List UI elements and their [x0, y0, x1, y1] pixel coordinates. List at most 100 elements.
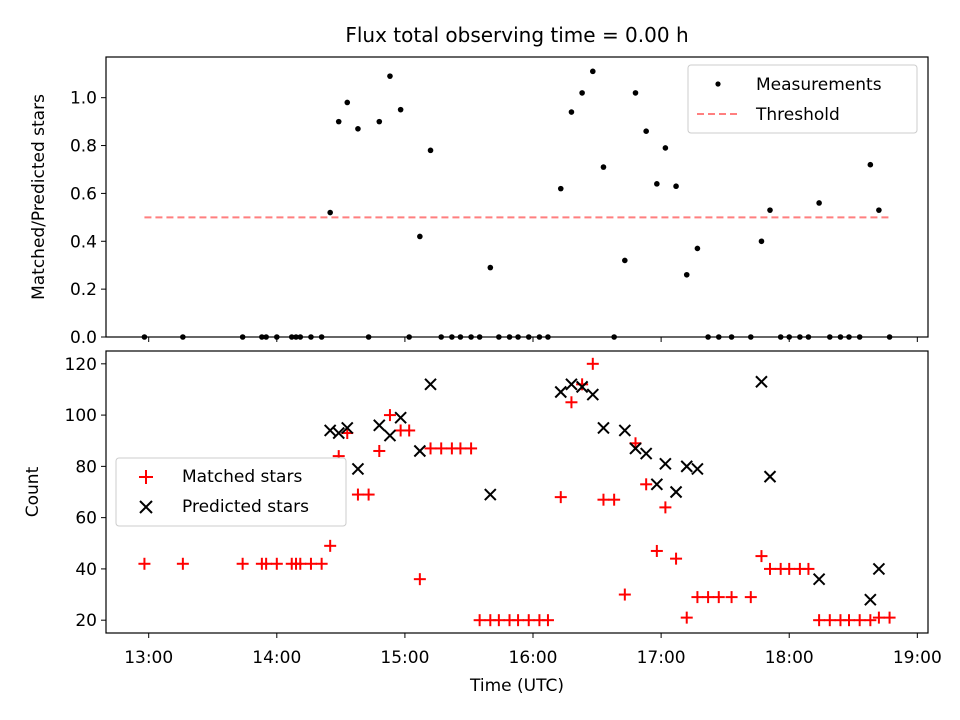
- measurements-point: [318, 334, 325, 340]
- measurements-point: [397, 106, 404, 113]
- measurements-point: [515, 334, 521, 340]
- matched-stars-point: [351, 488, 364, 501]
- top-legend-frame: [687, 64, 918, 134]
- matched-stars-point: [618, 588, 631, 601]
- predicted-stars-point: [691, 462, 704, 476]
- matched-stars-point: [383, 409, 396, 422]
- matched-stars-point: [413, 573, 426, 586]
- predicted-stars-point: [394, 411, 407, 424]
- bottom-y-axis-label: Count: [23, 466, 43, 517]
- measurements-point: [344, 99, 351, 106]
- measurements-point: [476, 334, 483, 340]
- top-y-tick-label: 0.0: [70, 328, 97, 348]
- predicted-stars-point: [565, 378, 578, 391]
- top-y-tick-label: 0.2: [70, 280, 97, 300]
- measurements-point: [327, 209, 333, 216]
- matched-stars-point: [640, 478, 653, 491]
- top-title: Flux total observing time = 0.00 h: [345, 23, 688, 47]
- measurements-point: [457, 334, 464, 340]
- matched-stars-point: [650, 544, 663, 557]
- matched-stars-point: [324, 539, 337, 552]
- matched-stars-point: [586, 357, 599, 370]
- predicted-stars-point: [669, 485, 683, 499]
- measurements-point: [856, 334, 863, 340]
- measurements-point: [141, 334, 148, 340]
- predicted-stars-point: [424, 378, 437, 391]
- predicted-stars-point: [763, 470, 777, 483]
- measurements-point: [525, 334, 532, 340]
- measurements-point: [600, 164, 607, 170]
- measurements-point: [274, 334, 280, 340]
- top-legend: Measurements Threshold: [687, 64, 918, 134]
- matched-stars-point: [304, 557, 317, 570]
- matched-stars-point: [872, 611, 885, 624]
- bottom-y-tick-label: 20: [75, 611, 97, 631]
- measurements-point: [487, 264, 494, 271]
- matched-stars-point: [813, 614, 826, 627]
- bottom-x-tick-label: 15:00: [380, 648, 429, 668]
- predicted-stars-point: [864, 593, 877, 606]
- bottom-legend-frame: [115, 457, 347, 527]
- bottom-y-tick-label: 40: [75, 560, 97, 580]
- matched-stars-point: [492, 614, 505, 627]
- predicted-stars-point: [650, 478, 664, 491]
- bottom-x-tick-label: 19:00: [893, 648, 942, 668]
- bottom-plot-area: [138, 357, 896, 627]
- matched-stars-point: [670, 552, 683, 565]
- measurements-point: [468, 334, 474, 340]
- measurements-point: [376, 118, 383, 125]
- predicted-stars-point: [332, 426, 345, 440]
- measurements-point: [694, 245, 701, 252]
- measurements-point: [654, 181, 660, 187]
- measurements-point: [797, 334, 803, 340]
- bottom-x-tick-label: 17:00: [637, 648, 686, 668]
- bottom-y-tick-label: 60: [75, 509, 97, 529]
- matched-stars-point: [260, 557, 273, 570]
- matched-stars-point: [403, 424, 416, 437]
- measurements-point: [239, 334, 246, 340]
- matched-stars-point: [138, 557, 151, 570]
- measurements-point: [611, 334, 617, 340]
- bottom-legend: Matched stars Predicted stars: [115, 457, 347, 527]
- predicted-stars-point: [597, 421, 610, 435]
- matched-stars-point: [522, 614, 535, 627]
- matched-stars-point: [236, 557, 249, 570]
- bottom-x-tick-label: 13:00: [124, 648, 173, 668]
- legend-predicted-marker: [139, 500, 153, 514]
- bottom-y-tick-label: 80: [75, 457, 97, 477]
- matched-stars-point: [853, 614, 866, 627]
- measurements-point: [259, 334, 265, 340]
- matched-stars-point: [576, 378, 589, 391]
- bottom-x-tick-label: 14:00: [252, 648, 301, 668]
- measurements-point: [715, 334, 722, 340]
- predicted-stars-point: [484, 488, 497, 501]
- matched-stars-point: [608, 493, 621, 506]
- measurements-point: [846, 334, 852, 340]
- bottom-x-tick-label: 16:00: [509, 648, 558, 668]
- measurements-point: [777, 334, 784, 340]
- predicted-stars-point: [629, 442, 642, 455]
- measurements-point: [387, 73, 393, 79]
- matched-stars-point: [597, 493, 610, 506]
- predicted-stars-point: [872, 562, 886, 576]
- predicted-stars-point: [680, 460, 693, 473]
- measurements-point: [816, 200, 822, 206]
- measurements-point: [335, 118, 342, 125]
- measurements-point: [589, 68, 596, 75]
- measurements-point: [747, 334, 754, 340]
- matched-stars-point: [883, 611, 896, 624]
- measurements-point: [622, 257, 628, 264]
- matched-stars-point: [270, 557, 283, 570]
- measurements-point: [568, 109, 575, 115]
- predicted-stars-point: [586, 388, 600, 401]
- predicted-stars-point: [383, 429, 397, 442]
- matched-stars-point: [424, 442, 437, 455]
- legend-measurements-marker: [715, 81, 721, 87]
- measurements-point: [683, 271, 690, 278]
- matched-stars-point: [362, 488, 375, 501]
- measurements-point: [536, 334, 543, 340]
- legend-predicted-label: Predicted stars: [182, 497, 309, 517]
- matched-stars-point: [864, 614, 877, 627]
- measurements-point: [728, 334, 735, 340]
